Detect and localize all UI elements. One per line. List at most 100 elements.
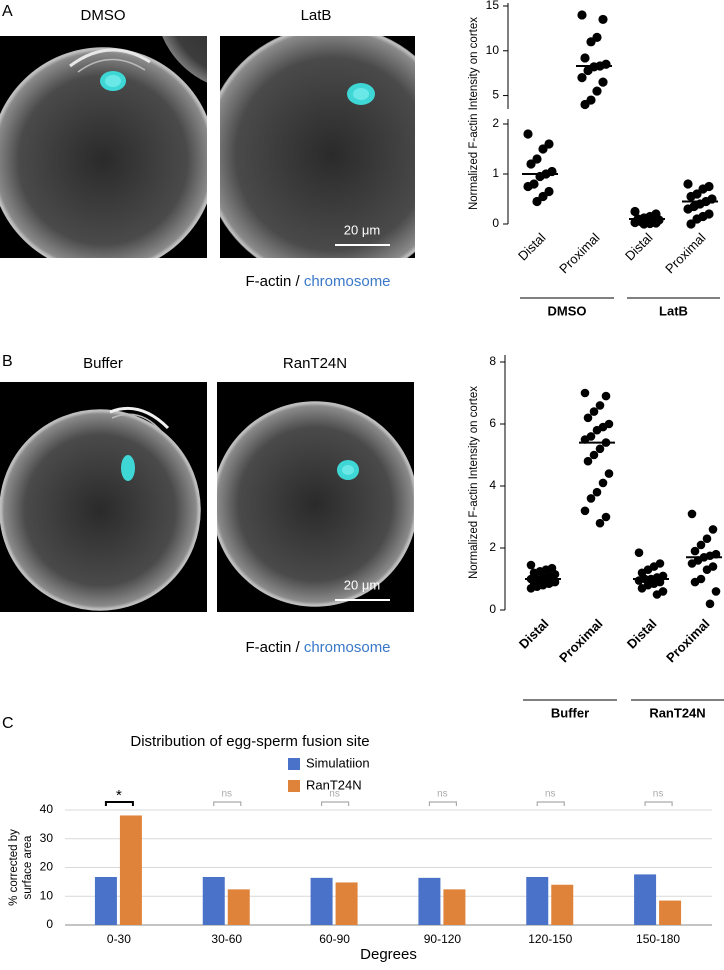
data-point xyxy=(601,391,611,401)
y-tick-label: 10 xyxy=(486,43,500,57)
x-tick-label: 30-60 xyxy=(211,932,242,946)
data-point xyxy=(690,546,700,556)
micrograph xyxy=(0,36,207,258)
data-point xyxy=(583,413,593,423)
significance-label: ns xyxy=(545,789,556,800)
data-point xyxy=(595,444,605,454)
y-tick-label: 6 xyxy=(489,416,496,430)
bar xyxy=(335,882,358,925)
x-tick-label: 120-150 xyxy=(528,932,572,946)
x-tick-label: Proximal xyxy=(662,230,708,276)
data-point xyxy=(538,144,548,154)
x-tick-label: Distal xyxy=(624,616,660,652)
data-point xyxy=(630,217,640,228)
data-point xyxy=(702,534,712,543)
y-tick-label: 40 xyxy=(40,802,54,816)
significance-bracket xyxy=(213,801,242,806)
data-point xyxy=(634,576,644,585)
bar xyxy=(659,900,682,925)
significance-label: ns xyxy=(437,789,448,800)
panel-label: A xyxy=(2,3,13,20)
x-tick-label: 150-180 xyxy=(636,932,680,946)
x-tick-label: 60-90 xyxy=(319,932,350,946)
group-label: LatB xyxy=(659,303,688,318)
significance-bracket xyxy=(428,801,458,806)
bar xyxy=(310,877,333,925)
caption: F-actin / chromosome xyxy=(245,273,390,290)
y-tick-label: 1 xyxy=(492,166,499,180)
bar xyxy=(551,884,574,925)
bar xyxy=(94,876,117,925)
y-tick-label: 30 xyxy=(40,831,54,845)
image-title: RanT24N xyxy=(283,355,347,372)
x-tick-label: Proximal xyxy=(663,616,712,665)
y-tick-label: 0 xyxy=(489,602,496,616)
data-point xyxy=(637,584,647,593)
data-point xyxy=(708,525,718,534)
data-point xyxy=(687,559,697,568)
significance-bracket xyxy=(320,801,350,806)
y-tick-label: 15 xyxy=(486,0,500,12)
data-point xyxy=(686,219,696,229)
panel-label: B xyxy=(2,353,13,370)
y-tick-label: 10 xyxy=(40,888,54,902)
significance-bracket xyxy=(104,801,134,806)
data-point xyxy=(526,560,536,570)
significance-bracket xyxy=(644,801,673,806)
significance-label: ns xyxy=(329,789,340,800)
y-tick-label: 5 xyxy=(492,88,499,102)
y-tick-label: 0 xyxy=(492,216,499,230)
y-axis-label: % corrected by xyxy=(8,829,20,906)
x-tick-label: Proximal xyxy=(556,230,602,276)
data-point xyxy=(526,159,536,169)
data-point xyxy=(601,512,611,522)
micrograph xyxy=(220,36,415,258)
data-point xyxy=(523,129,533,139)
data-point xyxy=(592,425,602,435)
data-point xyxy=(711,587,721,596)
data-point xyxy=(577,73,587,83)
caption-text: F-actin / xyxy=(245,273,300,290)
data-point xyxy=(683,204,693,214)
data-point xyxy=(696,540,706,550)
data-point xyxy=(532,196,542,207)
y-tick-label: 0 xyxy=(46,917,53,931)
micrograph xyxy=(217,382,414,612)
x-tick-label: Distal xyxy=(622,230,656,264)
data-point xyxy=(652,590,662,599)
legend-swatch xyxy=(288,758,300,770)
data-point xyxy=(580,506,590,516)
x-tick-label: Distal xyxy=(516,616,552,652)
y-tick-label: 8 xyxy=(489,354,496,368)
data-point xyxy=(598,478,608,488)
data-point xyxy=(686,191,696,202)
data-point xyxy=(595,401,605,410)
bar xyxy=(119,815,142,925)
x-axis-label: Degrees xyxy=(360,946,417,963)
y-axis-label: Normalized F-actin Intensity on cortex xyxy=(468,386,480,579)
data-point xyxy=(634,548,644,557)
data-point xyxy=(630,206,640,217)
image-title: DMSO xyxy=(81,7,126,24)
y-tick-label: 20 xyxy=(40,860,54,874)
caption-text: F-actin / xyxy=(245,639,300,656)
micrograph xyxy=(0,382,207,612)
data-point xyxy=(580,388,590,398)
chart-title: Distribution of egg-sperm fusion site xyxy=(130,733,369,750)
caption-highlight: chromosome xyxy=(304,273,391,290)
bar xyxy=(227,889,250,925)
legend-swatch xyxy=(288,780,300,792)
y-tick-label: 2 xyxy=(489,540,496,554)
x-tick-label: Distal xyxy=(515,230,549,264)
data-point xyxy=(589,450,599,460)
data-point xyxy=(687,509,697,519)
data-point xyxy=(604,469,614,478)
data-point xyxy=(702,565,712,574)
data-point xyxy=(586,494,596,503)
bar xyxy=(526,876,549,925)
data-point xyxy=(598,77,608,87)
legend-label: RanT24N xyxy=(306,777,362,792)
x-tick-label: 90-120 xyxy=(424,932,462,946)
y-axis-label: surface area xyxy=(22,835,34,900)
